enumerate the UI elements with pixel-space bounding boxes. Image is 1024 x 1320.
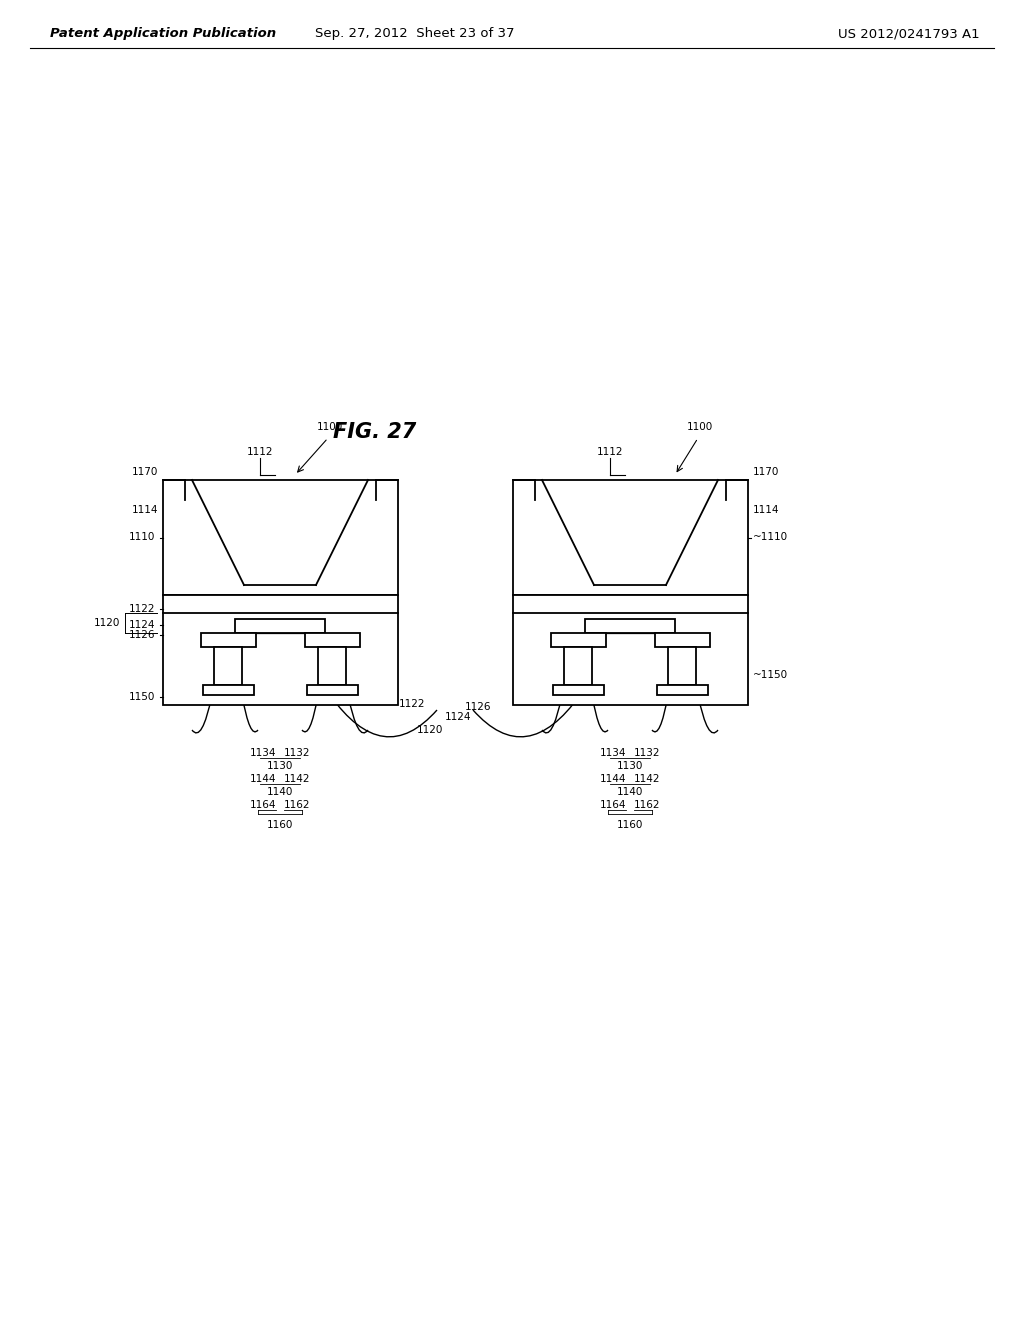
Bar — [655, 634, 710, 647]
Text: ~1150: ~1150 — [753, 671, 788, 680]
Text: 1144: 1144 — [250, 774, 276, 784]
Text: ~1110: ~1110 — [753, 532, 788, 543]
Text: 1124: 1124 — [445, 711, 471, 722]
Bar — [513, 480, 748, 595]
Text: 1112: 1112 — [247, 447, 273, 457]
Text: 1132: 1132 — [284, 748, 310, 758]
Bar — [214, 647, 242, 685]
Text: 1122: 1122 — [398, 700, 425, 709]
Bar — [318, 647, 346, 685]
Text: 1144: 1144 — [599, 774, 626, 784]
Bar — [668, 647, 696, 685]
Text: 1140: 1140 — [616, 787, 643, 797]
Bar — [203, 685, 254, 696]
Bar — [551, 634, 606, 647]
Bar — [163, 480, 398, 595]
Text: 1134: 1134 — [599, 748, 626, 758]
Bar — [513, 595, 748, 705]
Text: Sep. 27, 2012  Sheet 23 of 37: Sep. 27, 2012 Sheet 23 of 37 — [315, 28, 515, 41]
Text: 1126: 1126 — [128, 630, 155, 640]
Bar — [585, 619, 675, 634]
Bar — [163, 595, 398, 705]
Text: 1162: 1162 — [284, 800, 310, 810]
Bar — [657, 685, 708, 696]
Text: 1120: 1120 — [417, 725, 443, 735]
Bar — [305, 634, 360, 647]
Text: Patent Application Publication: Patent Application Publication — [50, 28, 276, 41]
Text: 1130: 1130 — [616, 762, 643, 771]
Text: 1132: 1132 — [634, 748, 660, 758]
Text: 1140: 1140 — [267, 787, 293, 797]
Bar — [564, 647, 592, 685]
Text: 1114: 1114 — [131, 506, 158, 515]
Text: 1164: 1164 — [250, 800, 276, 810]
Text: FIG. 27: FIG. 27 — [334, 422, 417, 442]
Text: 1164: 1164 — [599, 800, 626, 810]
Text: 1120: 1120 — [93, 618, 120, 628]
Text: 1110: 1110 — [129, 532, 155, 543]
Text: 1130: 1130 — [267, 762, 293, 771]
Text: 1160: 1160 — [267, 820, 293, 829]
Bar — [201, 634, 256, 647]
Text: 1162: 1162 — [634, 800, 660, 810]
Text: 1100: 1100 — [316, 422, 343, 432]
Bar — [234, 619, 325, 634]
Text: 1150: 1150 — [129, 692, 155, 702]
Text: 1126: 1126 — [465, 702, 492, 711]
Text: 1124: 1124 — [128, 620, 155, 630]
Text: 1112: 1112 — [597, 447, 624, 457]
Text: 1100: 1100 — [687, 422, 713, 432]
Bar — [307, 685, 358, 696]
Text: 1160: 1160 — [616, 820, 643, 829]
Text: 1170: 1170 — [753, 467, 779, 477]
Text: 1114: 1114 — [753, 506, 779, 515]
Text: 1170: 1170 — [132, 467, 158, 477]
Text: 1134: 1134 — [250, 748, 276, 758]
Text: 1122: 1122 — [128, 605, 155, 614]
Text: 1142: 1142 — [634, 774, 660, 784]
Bar — [553, 685, 604, 696]
Text: 1142: 1142 — [284, 774, 310, 784]
Text: US 2012/0241793 A1: US 2012/0241793 A1 — [839, 28, 980, 41]
